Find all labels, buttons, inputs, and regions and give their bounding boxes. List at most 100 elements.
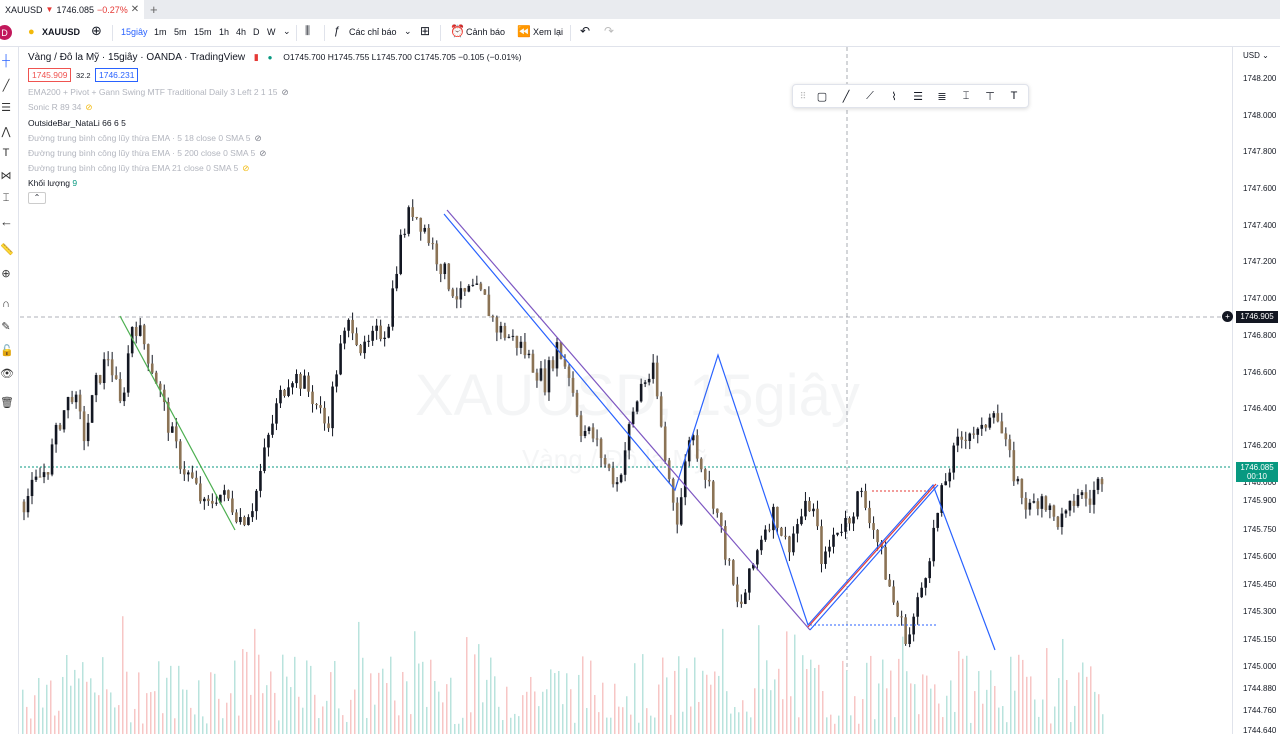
pattern-icon[interactable]: ⋀ xyxy=(1,126,11,138)
indicator-outsidebar[interactable]: OutsideBar_NataLi 66 6 5 xyxy=(28,118,126,128)
forecast-icon[interactable]: ⋈ xyxy=(0,170,12,182)
volume-bar xyxy=(30,718,32,734)
candle-type-icon[interactable]: ⫼ xyxy=(305,25,311,37)
layout-grid-icon[interactable]: ⊞ xyxy=(420,24,431,38)
volume-bar xyxy=(858,723,860,734)
indicators-button[interactable]: Các chỉ báo xyxy=(349,27,397,37)
price-chart[interactable] xyxy=(20,47,1232,734)
volume-bar xyxy=(938,703,940,734)
chevron-down-icon[interactable]: ⌄ xyxy=(404,26,412,36)
indicator-ema-5-18[interactable]: Đường trung bình công lũy thừa EMA · 5 1… xyxy=(28,133,262,143)
eye-icon[interactable]: 👁 xyxy=(0,368,14,380)
volume-bar xyxy=(466,637,468,734)
volume-bar xyxy=(618,706,620,734)
ruler-icon[interactable]: 📏 xyxy=(0,244,14,256)
chevron-down-icon[interactable]: ⌄ xyxy=(283,26,291,36)
text-icon[interactable]: T xyxy=(2,147,10,159)
volume-bar xyxy=(442,702,444,734)
alert-button[interactable]: Cảnh báo xyxy=(466,27,506,37)
trendline-icon[interactable]: ╱ xyxy=(2,80,10,92)
measure-icon[interactable]: ⌶ xyxy=(2,192,10,204)
magnet-icon[interactable]: ∩ xyxy=(2,298,10,310)
volume-bar xyxy=(634,663,636,734)
fib-tool-icon[interactable]: ≣ xyxy=(937,90,947,103)
back-arrow-icon[interactable]: ← xyxy=(0,214,13,229)
interval-5m[interactable]: 5m xyxy=(174,27,187,37)
indicator-sonic-r[interactable]: Sonic R 89 34 ⊘ xyxy=(28,102,93,112)
candle-body xyxy=(451,289,455,297)
compare-add-icon[interactable]: ⊕ xyxy=(91,23,102,38)
line-tool-icon[interactable]: ╱ xyxy=(842,90,850,103)
candle-body xyxy=(820,526,823,565)
candle-body xyxy=(247,517,250,526)
volume-bar xyxy=(874,719,876,734)
parallel-channel-icon[interactable]: ☰ xyxy=(913,90,923,103)
volume-bar xyxy=(54,715,56,734)
add-alert-icon[interactable]: + xyxy=(1222,311,1233,322)
volume-bar xyxy=(518,716,520,734)
flag-icon[interactable]: ▮ xyxy=(253,52,259,62)
candle-body xyxy=(728,559,731,561)
volume-bar xyxy=(626,696,628,734)
fib-icon[interactable]: ☰ xyxy=(1,102,11,114)
buy-price-button[interactable]: 1746.231 xyxy=(95,68,139,82)
path-tool-icon[interactable]: ⌇ xyxy=(891,90,897,103)
candle-body xyxy=(1020,478,1024,498)
interval-1m[interactable]: 1m xyxy=(154,27,167,37)
sell-price-button[interactable]: 1745.909 xyxy=(28,68,72,82)
interval-1h[interactable]: 1h xyxy=(219,27,230,37)
close-tab-icon[interactable]: ✕ xyxy=(130,4,140,15)
replay-button[interactable]: Xem lại xyxy=(533,27,564,37)
lock-drawing-icon[interactable]: ✎ xyxy=(1,321,11,333)
trash-icon[interactable]: 🗑 xyxy=(0,397,14,409)
interval-w[interactable]: W xyxy=(267,27,276,37)
brush-tool-icon[interactable]: ⊤ xyxy=(985,90,995,103)
price-tick: 1748.000 xyxy=(1243,111,1277,120)
ray-tool-icon[interactable]: ⟋ xyxy=(866,89,874,102)
hidden-eye-icon[interactable]: ⊘ xyxy=(85,102,93,112)
candle-body xyxy=(808,500,811,512)
hidden-eye-icon[interactable]: ⊘ xyxy=(259,148,267,158)
volume-bar xyxy=(1070,722,1072,734)
price-axis[interactable] xyxy=(1232,47,1280,734)
interval-15m[interactable]: 15m xyxy=(194,27,212,37)
indicator-ema-5-200[interactable]: Đường trung bình công lũy thừa EMA · 5 2… xyxy=(28,148,267,158)
volume-bar xyxy=(762,688,764,734)
new-tab-button[interactable]: + xyxy=(150,2,158,17)
text-tool-icon[interactable]: T xyxy=(1010,90,1018,102)
candle-body xyxy=(535,372,539,381)
interval-4h[interactable]: 4h xyxy=(236,27,247,37)
hidden-eye-icon[interactable]: ⊘ xyxy=(281,87,289,97)
currency-selector[interactable]: USD ⌄ xyxy=(1243,51,1269,60)
rectangle-tool-icon[interactable]: ▢ xyxy=(816,90,828,103)
undo-icon[interactable]: ↶ xyxy=(580,24,591,38)
candle-body xyxy=(559,342,563,359)
indicator-ema-21[interactable]: Đường trung bình công lũy thừa EMA 21 cl… xyxy=(28,163,250,173)
interval-15s[interactable]: 15giây xyxy=(121,27,148,37)
symbol-search-button[interactable]: XAUUSD xyxy=(42,27,81,37)
measure-tool-icon[interactable]: ⌶ xyxy=(962,89,970,102)
zoom-icon[interactable]: ⊕ xyxy=(1,268,11,280)
candle-body xyxy=(375,325,378,331)
avatar[interactable]: D xyxy=(0,25,12,40)
candle-body xyxy=(223,490,226,495)
indicator-volume[interactable]: Khối lượng 9 xyxy=(28,178,78,188)
volume-bar xyxy=(66,655,68,734)
hidden-eye-icon[interactable]: ⊘ xyxy=(254,133,262,143)
volume-bar xyxy=(322,706,324,734)
candle-body xyxy=(860,490,863,492)
hidden-eye-icon[interactable]: ⊘ xyxy=(242,163,250,173)
chart-tab[interactable]: XAUUSD ▼ 1746.085 −0.27% ✕ xyxy=(0,0,144,19)
crosshair-icon[interactable]: ┼ xyxy=(2,55,10,67)
lock-icon[interactable]: 🔓 xyxy=(0,345,14,357)
collapse-legend-button[interactable]: ⌃ xyxy=(28,192,46,204)
volume-bar xyxy=(722,628,724,734)
interval-d[interactable]: D xyxy=(253,27,260,37)
volume-bar xyxy=(842,660,844,734)
volume-bar xyxy=(546,689,548,734)
indicator-ema200[interactable]: EMA200 + Pivot + Gann Swing MTF Traditio… xyxy=(28,87,289,97)
candle-body xyxy=(980,424,984,429)
candle-body xyxy=(251,511,254,518)
redo-icon[interactable]: ↷ xyxy=(604,24,615,38)
drag-handle-icon[interactable]: ⠿ xyxy=(799,90,807,101)
